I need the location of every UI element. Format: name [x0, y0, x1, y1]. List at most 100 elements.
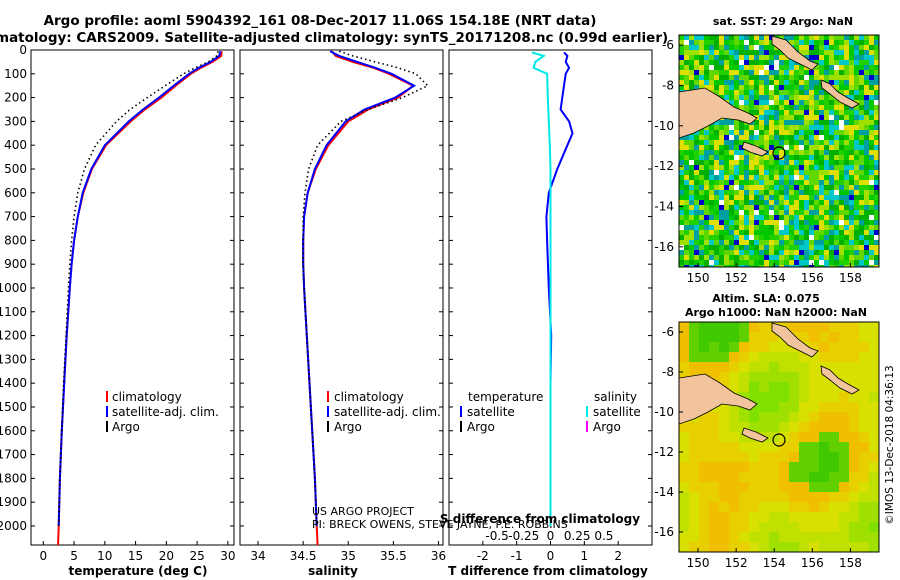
map-cell — [819, 95, 824, 100]
map-cell — [854, 85, 859, 90]
map-cell — [849, 155, 854, 160]
map-cell — [859, 65, 864, 70]
map-cell — [869, 120, 874, 125]
map-cell — [719, 332, 729, 342]
map-cell — [734, 185, 739, 190]
map-cell — [869, 220, 874, 225]
s-diff-tick-label: 0.5 — [594, 529, 613, 543]
map-cell — [709, 482, 719, 492]
map-cell — [699, 200, 704, 205]
map-cell — [719, 472, 729, 482]
map-cell — [804, 55, 809, 60]
map-cell — [864, 105, 869, 110]
map-cell — [714, 185, 719, 190]
map-cell — [859, 190, 864, 195]
map-cell — [824, 125, 829, 130]
map-cell — [864, 145, 869, 150]
map-cell — [749, 322, 759, 332]
map-cell — [829, 215, 834, 220]
map-cell — [799, 180, 804, 185]
map-cell — [709, 502, 719, 512]
map-cell — [689, 205, 694, 210]
map-cell — [739, 180, 744, 185]
map-cell — [854, 150, 859, 155]
map-cell — [789, 215, 794, 220]
map-cell — [814, 180, 819, 185]
map-cell — [869, 190, 874, 195]
map-cell — [794, 235, 799, 240]
map-cell — [779, 482, 789, 492]
map-cell — [774, 260, 779, 265]
map-cell — [679, 145, 684, 150]
map-cell — [844, 210, 849, 215]
map-cell — [769, 240, 774, 245]
map-cell — [854, 115, 859, 120]
map-cell — [789, 250, 794, 255]
map-cell — [839, 492, 849, 502]
series-line-salinity-satellite — [531, 51, 552, 526]
map-cell — [719, 492, 729, 502]
map-cell — [839, 422, 849, 432]
map-cell — [684, 150, 689, 155]
series-line-satellite-adj-clim- — [302, 50, 417, 527]
map-cell — [854, 260, 859, 265]
map-cell — [799, 402, 809, 412]
map-cell — [844, 170, 849, 175]
temperature-panel: 0 5 10 15 20 25 30 010020030040050060070080090… — [0, 43, 235, 578]
map-cell — [714, 175, 719, 180]
map-cell — [829, 432, 839, 442]
map-cell — [729, 542, 739, 552]
map-cell — [749, 200, 754, 205]
map-cell — [744, 150, 749, 155]
map-cell — [819, 532, 829, 542]
map-cell — [874, 140, 879, 145]
map-cell — [799, 155, 804, 160]
map-cell — [859, 442, 869, 452]
map-cell — [774, 130, 779, 135]
map-cell — [819, 215, 824, 220]
map-cell — [864, 220, 869, 225]
map-cell — [769, 55, 774, 60]
map-cell — [714, 225, 719, 230]
map-cell — [814, 170, 819, 175]
map-cell — [814, 135, 819, 140]
map-cell — [709, 372, 719, 382]
map-cell — [744, 70, 749, 75]
map-cell — [739, 472, 749, 482]
map-cell — [869, 422, 879, 432]
map-cell — [774, 200, 779, 205]
map-cell — [699, 452, 709, 462]
map-cell — [704, 215, 709, 220]
map-cell — [849, 150, 854, 155]
map-cell — [684, 250, 689, 255]
map-cell — [864, 175, 869, 180]
map-cell — [854, 120, 859, 125]
map-cell — [739, 362, 749, 372]
map-cell — [774, 195, 779, 200]
map-cell — [804, 85, 809, 90]
land-bougainville — [820, 365, 860, 395]
map-cell — [869, 140, 874, 145]
depth-tick-label: 500 — [4, 162, 27, 176]
map-cell — [719, 542, 729, 552]
map-cell — [819, 185, 824, 190]
map-cell — [779, 175, 784, 180]
map-cell — [864, 225, 869, 230]
map-cell — [819, 402, 829, 412]
map-cell — [859, 45, 864, 50]
map-cell — [689, 195, 694, 200]
map-cell — [849, 215, 854, 220]
map-cell — [739, 532, 749, 542]
map-cell — [829, 240, 834, 245]
map-cell — [814, 35, 819, 40]
map-cell — [809, 442, 819, 452]
map-cell — [779, 115, 784, 120]
map-cell — [759, 422, 769, 432]
map-cell — [859, 80, 864, 85]
map-cell — [794, 250, 799, 255]
legend-label-satellite: satellite-adj. clim. — [334, 405, 441, 419]
map-cell — [804, 170, 809, 175]
map-cell — [694, 60, 699, 65]
map-cell — [769, 462, 779, 472]
map-cell — [844, 80, 849, 85]
